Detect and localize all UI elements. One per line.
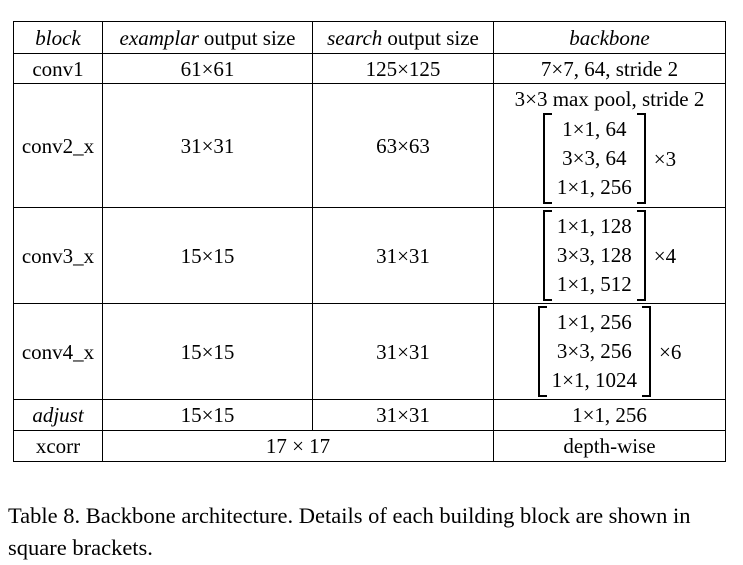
cell-block: conv2_x <box>13 83 103 208</box>
matrix-line: 3×3, 128 <box>556 243 632 267</box>
table-row-conv3: conv3_x 15×15 31×31 1×1, 128 3×3, 128 1×… <box>13 207 726 304</box>
bracket-matrix: 1×1, 64 3×3, 64 1×1, 256 <box>542 113 646 204</box>
bracket-group: 1×1, 256 3×3, 256 1×1, 1024 ×6 <box>537 306 682 397</box>
table-header-row: block examplar output size search output s… <box>13 21 726 54</box>
header-backbone: backbone <box>493 21 726 54</box>
bracket-group: 1×1, 128 3×3, 128 1×1, 512 ×4 <box>542 210 677 301</box>
cell-block: adjust <box>13 399 103 431</box>
cell-block: conv1 <box>13 53 103 84</box>
repeat-multiplier: ×6 <box>659 339 682 364</box>
table-row-conv2: conv2_x 31×31 63×63 3×3 max pool, stride… <box>13 83 726 208</box>
cell-backbone: 7×7, 64, stride 2 <box>493 53 726 84</box>
cell-backbone: 1×1, 128 3×3, 128 1×1, 512 ×4 <box>493 207 726 304</box>
cell-backbone: 1×1, 256 <box>493 399 726 431</box>
repeat-multiplier: ×3 <box>653 146 677 171</box>
header-exemplar-em: examplar <box>119 25 199 50</box>
repeat-multiplier: ×4 <box>653 243 677 268</box>
cell-backbone: 3×3 max pool, stride 2 1×1, 64 3×3, 64 1… <box>493 83 726 208</box>
cell-exemplar-size: 61×61 <box>102 53 313 84</box>
table-row-conv4: conv4_x 15×15 31×31 1×1, 256 3×3, 256 1×… <box>13 303 726 400</box>
matrix-line: 1×1, 64 <box>562 117 627 141</box>
header-block: block <box>13 21 103 54</box>
max-pool-text: 3×3 max pool, stride 2 <box>514 87 705 111</box>
matrix-line: 1×1, 1024 <box>551 368 637 392</box>
cell-search-size: 125×125 <box>312 53 494 84</box>
table-row-conv1: conv1 61×61 125×125 7×7, 64, stride 2 <box>13 53 726 84</box>
header-search-em: search <box>327 25 383 50</box>
bracket-group: 1×1, 64 3×3, 64 1×1, 256 ×3 <box>542 113 677 204</box>
matrix-line: 1×1, 512 <box>556 272 632 296</box>
matrix-line: 3×3, 256 <box>556 339 632 363</box>
matrix-line: 1×1, 128 <box>556 214 632 238</box>
matrix-line: 3×3, 64 <box>562 146 627 170</box>
cell-backbone: depth-wise <box>493 430 726 462</box>
matrix-line: 1×1, 256 <box>556 310 632 334</box>
cell-search-size: 31×31 <box>312 399 494 431</box>
bracket-matrix: 1×1, 256 3×3, 256 1×1, 1024 <box>537 306 652 397</box>
cell-backbone: 1×1, 256 3×3, 256 1×1, 1024 ×6 <box>493 303 726 400</box>
backbone-architecture-table: block examplar output size search output s… <box>13 21 726 462</box>
cell-output-size: 17 × 17 <box>102 430 494 462</box>
cell-exemplar-size: 31×31 <box>102 83 313 208</box>
cell-exemplar-size: 15×15 <box>102 207 313 304</box>
cell-search-size: 31×31 <box>312 207 494 304</box>
table-caption: Table 8. Backbone architecture. Details … <box>8 503 691 560</box>
cell-exemplar-size: 15×15 <box>102 303 313 400</box>
matrix-line: 1×1, 256 <box>556 175 632 199</box>
cell-search-size: 63×63 <box>312 83 494 208</box>
cell-block: xcorr <box>13 430 103 462</box>
table-row-adjust: adjust 15×15 31×31 1×1, 256 <box>13 399 726 431</box>
cell-block: conv3_x <box>13 207 103 304</box>
bracket-matrix: 1×1, 128 3×3, 128 1×1, 512 <box>542 210 646 301</box>
header-exemplar-output-size: examplar output size <box>102 21 313 54</box>
header-search-output-size: search output size <box>312 21 494 54</box>
table-row-xcorr: xcorr 17 × 17 depth-wise <box>13 430 726 462</box>
header-exemplar-rest: output size <box>203 25 296 50</box>
header-search-rest: output size <box>387 25 479 50</box>
cell-search-size: 31×31 <box>312 303 494 400</box>
cell-block: conv4_x <box>13 303 103 400</box>
cell-exemplar-size: 15×15 <box>102 399 313 431</box>
